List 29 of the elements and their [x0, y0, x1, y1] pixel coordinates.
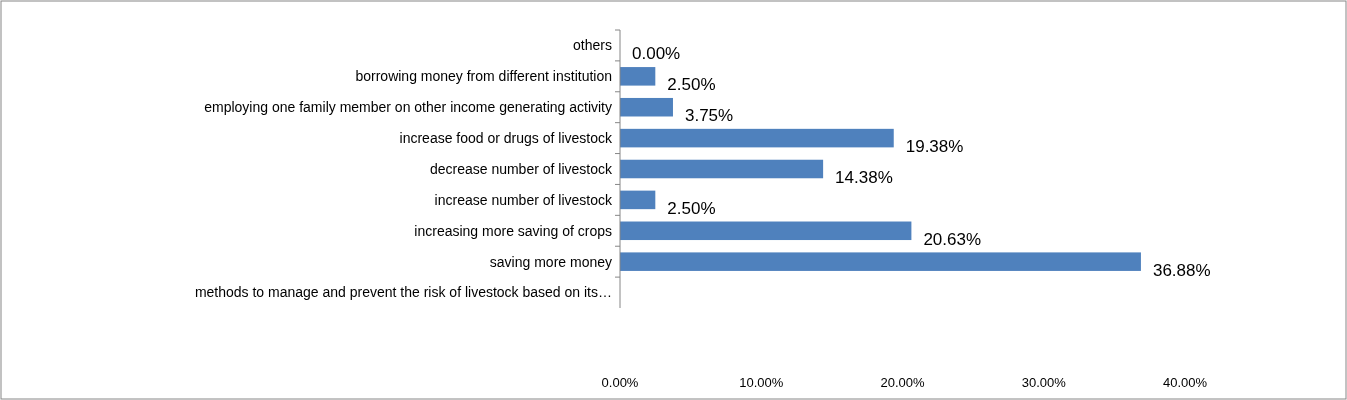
y-tick-label: borrowing money from different institution — [355, 68, 612, 85]
x-tick-label: 20.00% — [880, 374, 925, 390]
y-tick-label: methods to manage and prevent the risk of livestock based on its… — [194, 284, 612, 301]
bar — [620, 252, 1141, 271]
y-tick-label: increasing more saving of crops — [414, 222, 612, 239]
y-tick-label: others — [573, 37, 612, 54]
x-tick-label: 10.00% — [739, 374, 784, 390]
bar — [620, 97, 673, 117]
bar — [620, 159, 824, 179]
data-label: 0.00% — [632, 44, 681, 64]
data-label: 3.75% — [684, 106, 734, 126]
data-label: 14.38% — [835, 167, 893, 187]
y-tick-label: employing one family member on other income generating activity — [204, 99, 612, 116]
data-label: 2.50% — [667, 198, 716, 218]
x-tick-label: 30.00% — [1021, 374, 1067, 390]
data-label: 36.88% — [1152, 260, 1211, 280]
y-tick-label: saving more money — [489, 253, 612, 270]
x-tick-label: 0.00% — [601, 374, 639, 390]
bar — [620, 221, 912, 241]
bar — [620, 67, 656, 86]
y-tick-label: increase food or drugs of livestock — [399, 130, 613, 147]
x-tick-label: 40.00% — [1162, 374, 1208, 390]
y-tick-label: decrease number of livestock — [429, 160, 613, 177]
data-label: 20.63% — [923, 229, 982, 249]
bar — [620, 190, 656, 210]
bar — [620, 128, 894, 148]
data-label: 2.50% — [667, 75, 716, 95]
data-label: 19.38% — [905, 137, 964, 157]
y-tick-label: increase number of livestock — [434, 191, 613, 208]
